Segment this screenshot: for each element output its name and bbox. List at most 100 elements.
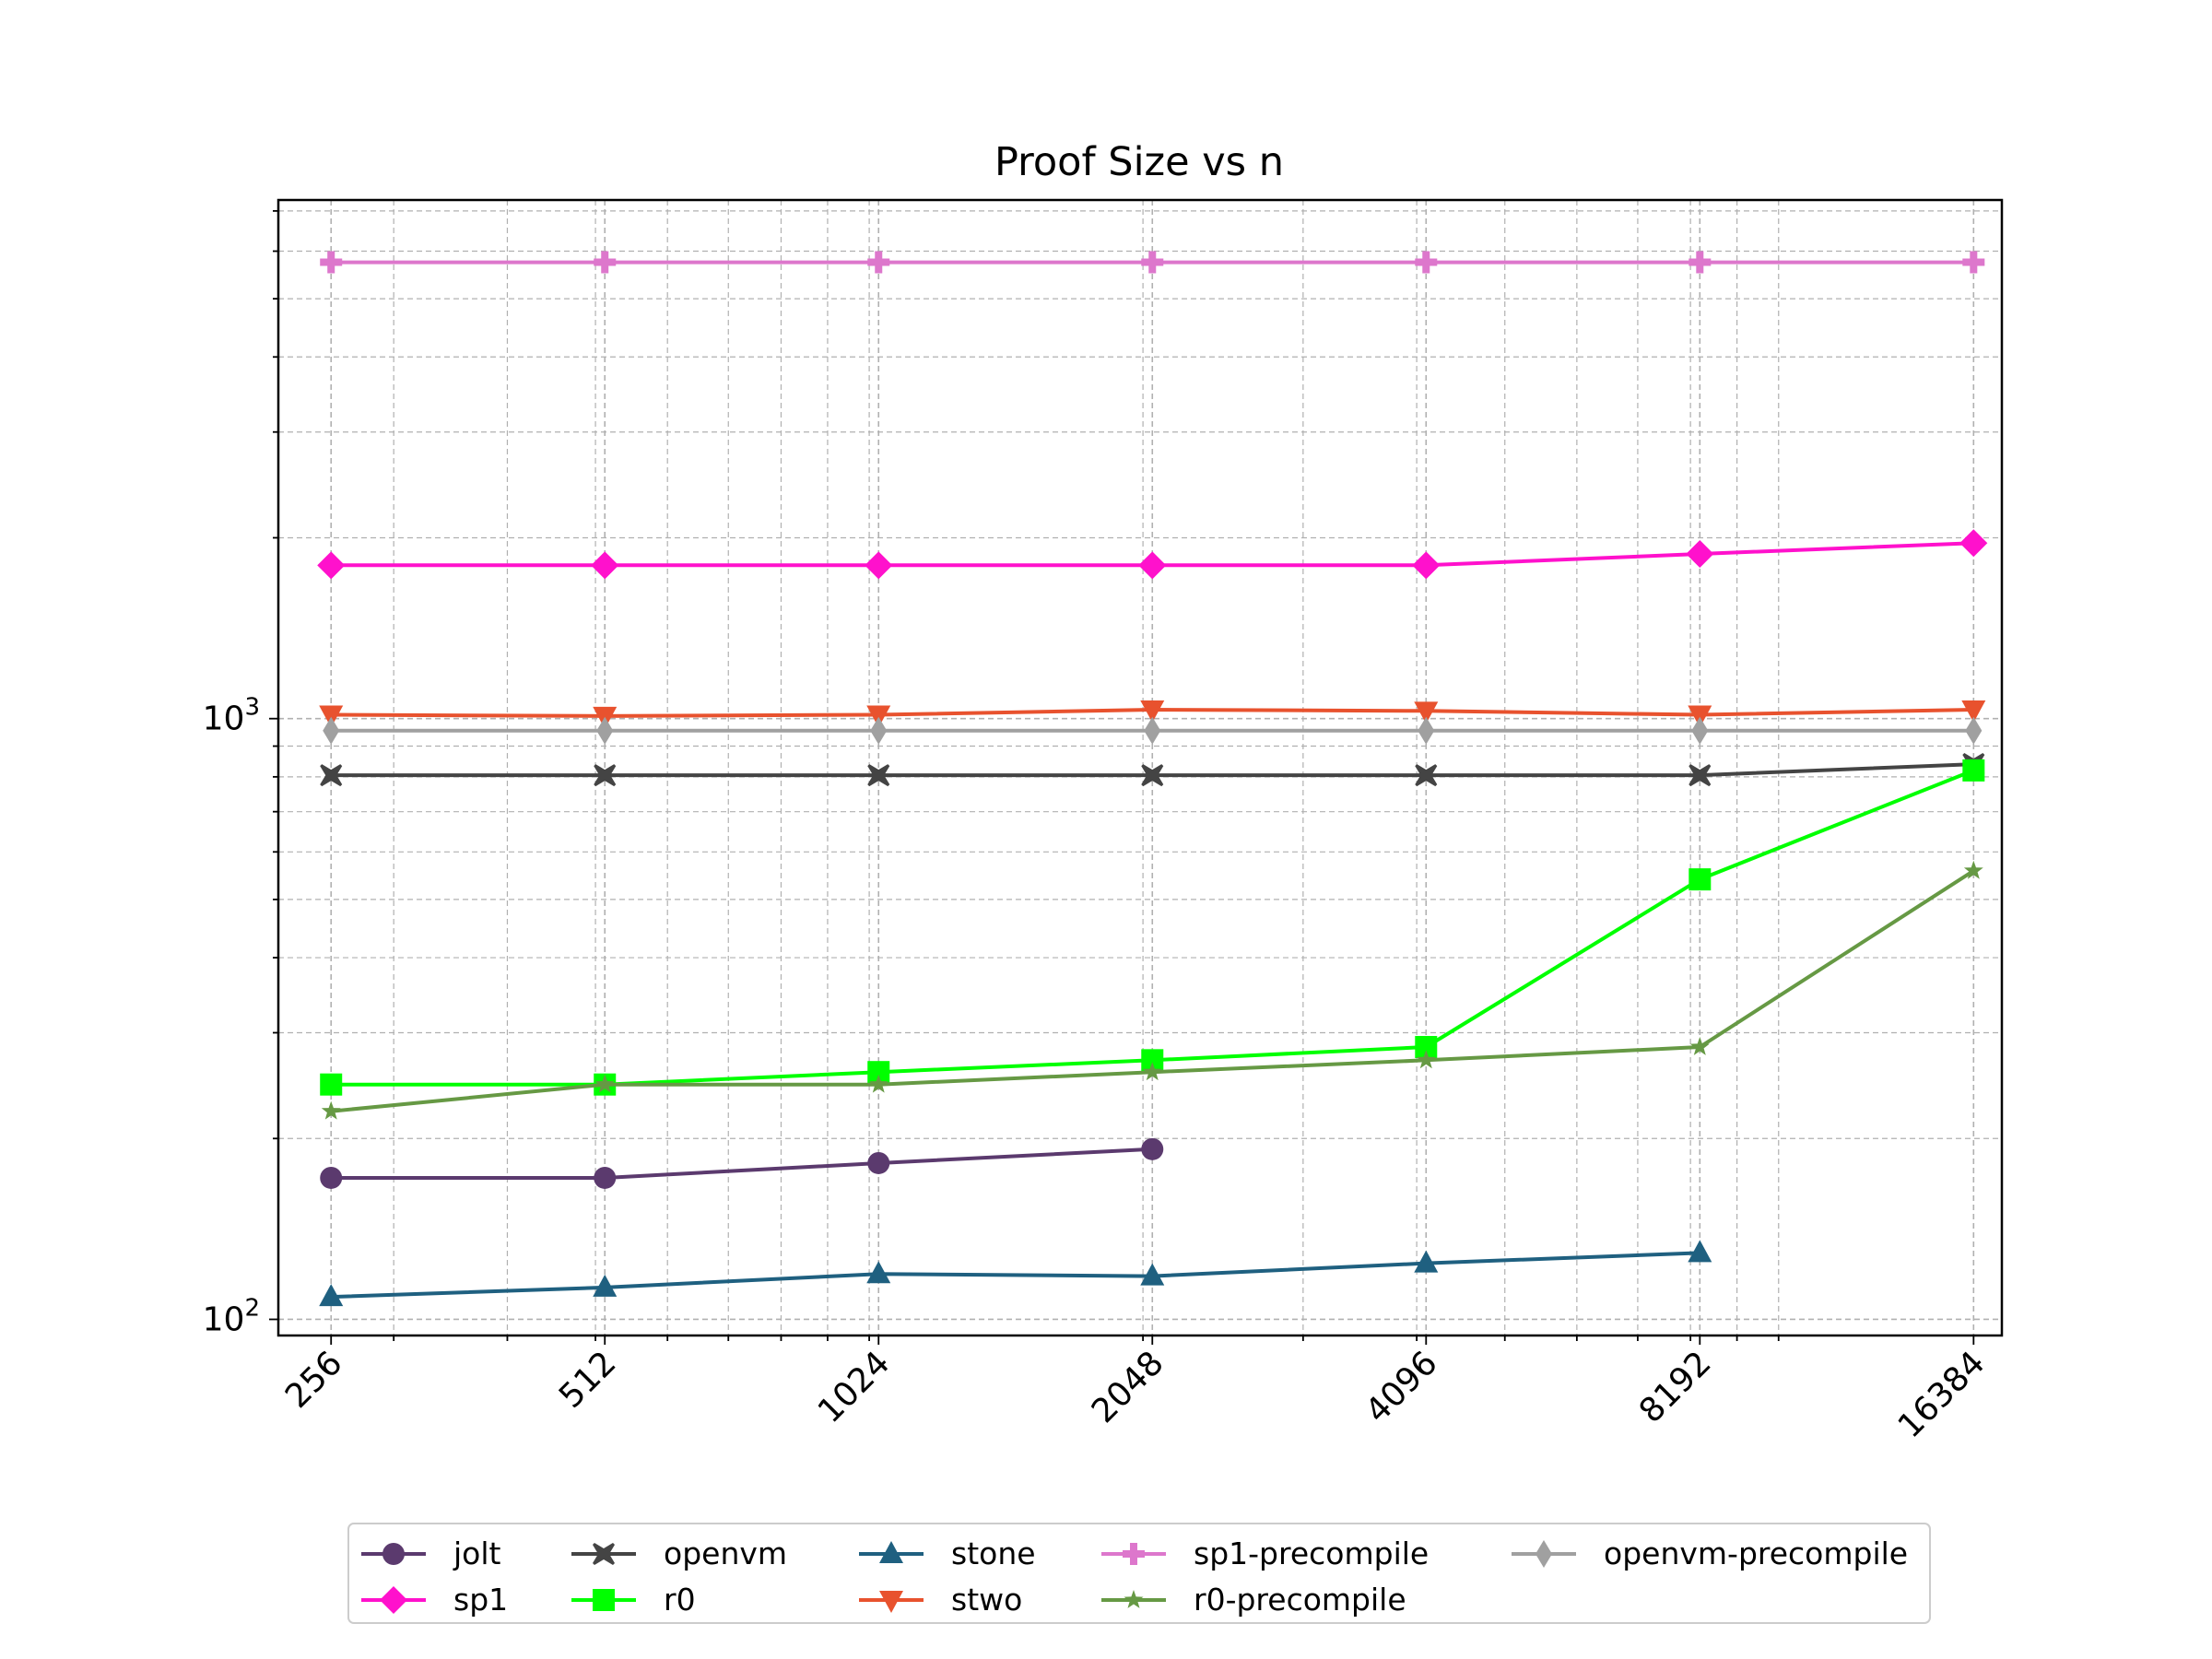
series-stone <box>319 1240 1712 1307</box>
data-point-stwo <box>1414 701 1439 724</box>
legend-marker <box>593 1543 615 1565</box>
data-point-stwo <box>319 705 344 728</box>
data-point-stone <box>866 1261 891 1284</box>
legend-marker <box>593 1589 615 1611</box>
data-point-sp1-precompile <box>320 251 343 274</box>
legend-label: stone <box>951 1535 1036 1571</box>
data-point-openvm-precompile <box>1418 716 1435 745</box>
data-point-stone <box>1140 1263 1165 1286</box>
data-point-r0-precompile <box>594 1074 615 1093</box>
legend-marker <box>380 1586 407 1614</box>
data-point-r0-precompile <box>868 1074 888 1093</box>
legend-label: sp1 <box>453 1582 508 1618</box>
legend-label: sp1-precompile <box>1194 1535 1429 1571</box>
legend-label: r0-precompile <box>1194 1582 1406 1618</box>
series-stwo <box>319 700 1986 729</box>
data-point-openvm-precompile <box>1144 716 1161 745</box>
data-point-openvm <box>320 764 343 787</box>
legend-marker <box>1123 1543 1145 1565</box>
data-point-stwo <box>1688 705 1712 728</box>
data-point-stone <box>319 1284 344 1307</box>
y-tick-label-exponent: 2 <box>244 1294 260 1322</box>
legend-box <box>347 1523 1931 1624</box>
legend-label: openvm-precompile <box>1604 1535 1908 1571</box>
data-point-r0-precompile <box>321 1100 341 1120</box>
data-point-stwo <box>1961 700 1986 723</box>
legend-marker <box>879 1541 903 1563</box>
data-point-openvm <box>594 764 617 787</box>
legend-label: r0 <box>664 1582 696 1618</box>
data-point-sp1-precompile <box>1688 251 1712 274</box>
series-openvm-precompile <box>323 716 1983 745</box>
y-tick-label-base: 10 <box>203 1300 245 1338</box>
data-point-openvm-precompile <box>323 716 340 745</box>
data-point-sp1 <box>317 551 346 580</box>
data-point-sp1-precompile <box>867 251 890 274</box>
data-point-jolt <box>594 1166 617 1189</box>
y-tick-label: 103 <box>203 694 260 738</box>
data-point-jolt <box>867 1151 890 1174</box>
plot-series <box>317 251 1988 1307</box>
data-point-sp1 <box>1412 551 1441 580</box>
data-point-sp1-precompile <box>1415 251 1438 274</box>
y-tick-label: 102 <box>203 1294 260 1338</box>
data-point-r0-precompile <box>1142 1062 1162 1081</box>
data-point-openvm-precompile <box>1691 716 1709 745</box>
data-point-stone <box>593 1274 618 1297</box>
data-point-stwo <box>1140 700 1165 723</box>
legend-marker <box>1124 1590 1144 1608</box>
legend-item-openvm: openvm <box>571 1535 787 1571</box>
series-sp1-precompile <box>320 251 1985 274</box>
series-jolt <box>320 1137 1164 1189</box>
legend-marker <box>382 1543 405 1565</box>
data-point-sp1-precompile <box>1962 251 1985 274</box>
data-point-openvm <box>1415 764 1438 787</box>
y-tick-label-base: 10 <box>203 700 245 738</box>
data-point-openvm <box>1688 764 1712 787</box>
data-point-sp1 <box>865 551 893 580</box>
grid <box>278 200 2002 1335</box>
legend-label: jolt <box>453 1535 501 1571</box>
legend-item-stone: stone <box>859 1535 1036 1571</box>
data-point-r0 <box>1962 759 1985 782</box>
legend-item-r0-precompile: r0-precompile <box>1101 1582 1406 1618</box>
data-point-sp1-precompile <box>1141 251 1164 274</box>
data-point-r0 <box>1688 868 1712 891</box>
data-point-sp1 <box>591 551 619 580</box>
legend-item-openvm-precompile: openvm-precompile <box>1512 1535 1908 1571</box>
legend-item-jolt: jolt <box>361 1535 501 1571</box>
data-point-r0 <box>320 1073 343 1096</box>
chart-title: Proof Size vs n <box>994 139 1284 185</box>
legend-item-r0: r0 <box>571 1582 696 1618</box>
legend-item-stwo: stwo <box>859 1582 1022 1618</box>
plot-frame <box>276 198 2004 1337</box>
data-point-r0-precompile <box>1689 1037 1710 1055</box>
legend-label: stwo <box>951 1582 1022 1618</box>
data-point-r0-precompile <box>1963 860 1983 879</box>
data-point-openvm-precompile <box>870 716 888 745</box>
data-point-sp1 <box>1686 540 1714 569</box>
data-point-jolt <box>320 1166 343 1189</box>
data-point-sp1-precompile <box>594 251 617 274</box>
data-point-openvm-precompile <box>1965 716 1983 745</box>
legend-label: openvm <box>664 1535 787 1571</box>
data-point-sp1 <box>1959 529 1988 558</box>
y-tick-label-exponent: 3 <box>244 694 260 722</box>
data-point-stwo <box>866 705 891 728</box>
legend-item-sp1-precompile: sp1-precompile <box>1101 1535 1429 1571</box>
series-sp1 <box>317 529 1988 580</box>
data-point-stone <box>1688 1240 1712 1263</box>
legend-marker <box>1535 1540 1552 1568</box>
legend-marker <box>879 1591 903 1613</box>
data-point-stone <box>1414 1250 1439 1273</box>
data-point-sp1 <box>1138 551 1167 580</box>
data-point-r0-precompile <box>1416 1050 1436 1069</box>
legend: jolt sp1 openvm r0 stone stwo sp1-precompile r0… <box>347 1523 1931 1624</box>
legend-item-sp1: sp1 <box>361 1582 508 1618</box>
series-r0-precompile <box>321 860 1983 1120</box>
data-point-jolt <box>1141 1137 1164 1160</box>
data-point-openvm <box>1141 764 1164 787</box>
data-point-openvm <box>867 764 890 787</box>
